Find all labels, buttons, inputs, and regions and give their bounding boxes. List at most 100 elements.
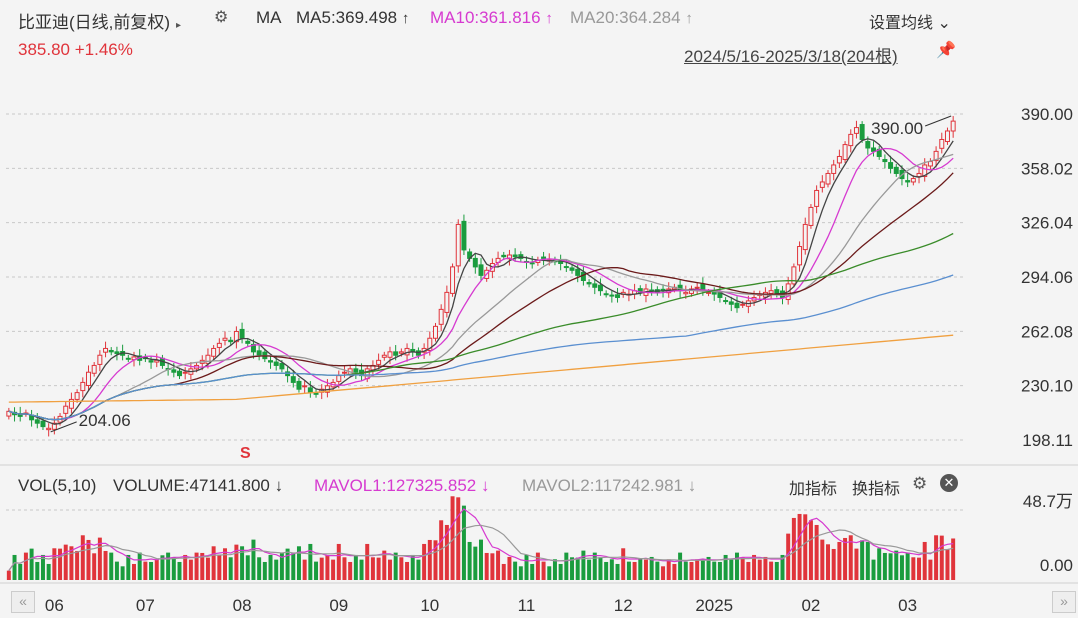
volume-bar-up — [336, 543, 341, 580]
volume-bar-down — [109, 552, 114, 580]
volume-bar-down — [587, 559, 592, 580]
pin-icon[interactable]: 📌 — [936, 42, 956, 59]
volume-bar-up — [444, 524, 449, 580]
volume-bar-down — [780, 554, 785, 580]
volume-bar-down — [40, 554, 45, 580]
candle-up — [381, 354, 387, 358]
candle-down — [615, 294, 621, 298]
candle-down — [353, 368, 359, 373]
candle-up — [205, 354, 211, 364]
volume-bar-down — [114, 561, 119, 580]
volume-bar-down — [479, 539, 483, 580]
candle-up — [694, 286, 700, 289]
price-tick-label: 230.10 — [1021, 377, 1073, 396]
volume-bar-up — [752, 554, 757, 580]
candle-up — [216, 342, 222, 348]
volume-bar-down — [353, 554, 358, 580]
volume-bar-up — [433, 540, 438, 580]
volume-bar-down — [683, 561, 688, 580]
x-tick-label: 03 — [898, 596, 917, 615]
candle-up — [68, 398, 74, 409]
volume-bar-up — [666, 559, 671, 580]
candle-up — [848, 133, 854, 147]
candle-down — [108, 349, 114, 353]
x-tick-label: 06 — [45, 596, 64, 615]
volume-bar-down — [575, 557, 580, 580]
candle-down — [575, 268, 581, 276]
signal-marker[interactable]: S — [240, 445, 251, 462]
candle-up — [444, 291, 450, 313]
caret-right-icon[interactable]: ▸ — [176, 20, 182, 31]
candle-down — [512, 254, 518, 258]
candle-up — [768, 290, 774, 294]
volume-bar-down — [166, 552, 171, 580]
volume-bar-down — [899, 555, 904, 580]
date-range[interactable]: 2024/5/16-2025/3/18(204根) — [684, 47, 898, 66]
price-annotations: 390.00 204.06 — [50, 115, 952, 433]
volume-bar-up — [325, 554, 330, 580]
candle-up — [842, 144, 848, 161]
candle-up — [80, 381, 86, 392]
candle-down — [245, 340, 251, 344]
volume-bar-down — [149, 561, 154, 580]
price-tick-label: 294.06 — [1021, 268, 1073, 287]
scroll-right-button[interactable]: » — [1052, 591, 1076, 613]
candle-down — [882, 159, 888, 163]
candle-up — [63, 405, 69, 414]
gear-icon[interactable]: ⚙ — [214, 9, 229, 26]
scroll-left-button[interactable]: « — [11, 591, 35, 613]
candle-down — [597, 284, 603, 292]
volume-title: VOL(5,10) — [18, 476, 97, 495]
volume-bar-down — [524, 554, 529, 580]
volume-bar-up — [661, 566, 666, 580]
volume-bar-down — [877, 548, 882, 580]
volume-bar-up — [803, 514, 808, 580]
candle-up — [427, 337, 433, 351]
volume-bar-down — [547, 566, 552, 580]
volume-tick-label: 48.7万 — [1023, 492, 1073, 511]
candle-up — [233, 330, 239, 343]
volume-bar-up — [370, 557, 375, 580]
candle-down — [734, 302, 740, 309]
ma-settings-button[interactable]: 设置均线 ⌄ — [869, 15, 951, 32]
candle-down — [307, 387, 313, 394]
volume-bar-up — [92, 553, 97, 580]
candle-up — [455, 223, 461, 267]
volume-ma-lines — [8, 508, 954, 571]
gear-icon[interactable]: ⚙ — [912, 474, 928, 493]
candle-up — [740, 303, 746, 306]
volume-bar-up — [848, 535, 853, 580]
volume-bar-up — [348, 561, 353, 580]
stock-title[interactable]: 比亚迪(日线,前复权) ▸ — [18, 13, 182, 32]
candle-up — [91, 364, 97, 374]
candle-down — [871, 147, 877, 152]
volume-bars — [6, 496, 956, 580]
ma-label: MA — [256, 8, 282, 27]
candle-up — [927, 161, 933, 167]
volume-bar-up — [80, 535, 85, 580]
volume-bar-up — [200, 552, 205, 580]
volume-bar-down — [35, 561, 40, 580]
volume-bar-up — [917, 557, 922, 580]
volume-bar-down — [860, 540, 865, 580]
ma10-line — [8, 147, 954, 421]
switch-indicator-button[interactable]: 换指标 — [852, 481, 901, 498]
candle-up — [46, 427, 52, 431]
candle-up — [387, 351, 393, 358]
volume-bar-up — [507, 556, 512, 580]
volume-bar-down — [296, 546, 301, 580]
candle-down — [859, 124, 865, 140]
volume-bar-up — [535, 552, 540, 580]
candle-up — [808, 206, 814, 226]
volume-bar-up — [791, 517, 796, 580]
volume-bar-up — [837, 541, 842, 580]
close-icon[interactable]: ✕ — [940, 474, 958, 492]
price-grid — [0, 113, 1078, 584]
add-indicator-button[interactable]: 加指标 — [789, 481, 838, 498]
volume-bar-up — [484, 552, 489, 580]
candle-down — [728, 301, 734, 305]
candle-up — [819, 181, 825, 188]
volume-bar-down — [905, 552, 910, 580]
volume-bar-down — [706, 556, 711, 580]
